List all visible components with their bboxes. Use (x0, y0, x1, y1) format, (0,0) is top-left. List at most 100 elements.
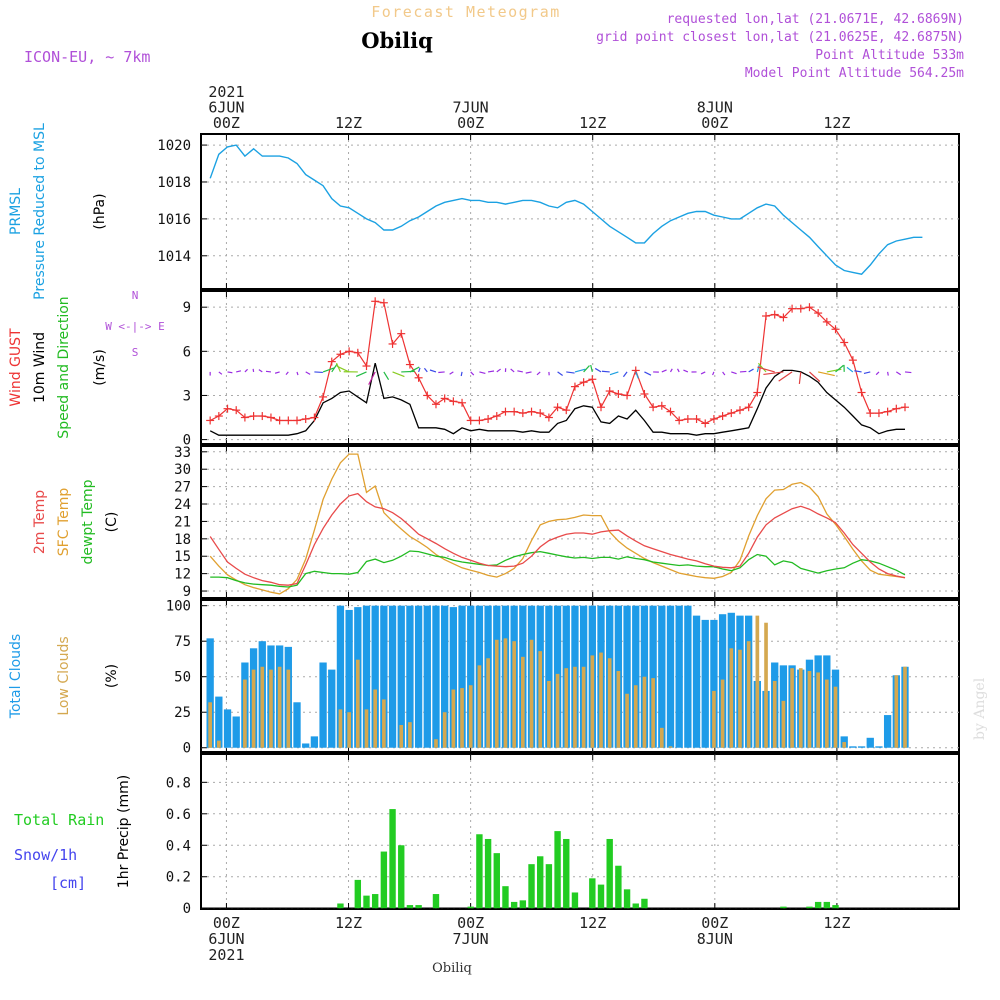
info-line-2: grid point closest lon,lat (21.0625E, 42… (596, 30, 964, 45)
low-cloud-bar (573, 666, 577, 748)
wind-direction-arrow (875, 371, 880, 376)
rain-bar (623, 889, 631, 909)
wind-direction-arrow (479, 371, 486, 375)
total-cloud-bar (623, 605, 631, 748)
pressure-line (209, 144, 923, 275)
wind-direction-arrow (904, 371, 912, 374)
low-cloud-bar (382, 699, 386, 748)
clouds-ylabel: (%) (104, 664, 120, 688)
total-cloud-bar (310, 736, 319, 748)
wind-speed-line (209, 362, 905, 436)
temperature-ytick-label: 30 (174, 462, 191, 478)
wind-direction-arrow (258, 369, 263, 373)
total-cloud-bar (632, 605, 640, 748)
low-cloud-bar (842, 742, 847, 748)
low-cloud-bar (633, 685, 638, 748)
temperature-ylabel: (C) (104, 512, 120, 533)
total-cloud-bar (388, 605, 397, 748)
low-cloud-bar (208, 702, 212, 748)
total-cloud-bar (336, 605, 345, 748)
temperature-ylabel: dewpt Temp (80, 479, 96, 564)
forecast-title: Forecast Meteogram (371, 3, 561, 21)
low-cloud-bar (538, 651, 543, 748)
low-cloud-bar (434, 739, 438, 748)
low-cloud-bar (729, 648, 734, 748)
total-cloud-bar (875, 746, 883, 748)
rain-bar (641, 898, 648, 909)
total-cloud-bar (215, 696, 223, 748)
low-cloud-bar (243, 679, 247, 748)
wind-direction-arrow (470, 371, 475, 376)
precip-rain-label: Total Rain (14, 811, 104, 829)
rain-bar (806, 906, 813, 909)
total-cloud-bar (319, 662, 327, 748)
wind-direction-arrow (525, 371, 532, 374)
wind-direction-arrow (285, 371, 289, 376)
wind-direction-arrow (757, 362, 767, 373)
wind-ytick-label: 9 (183, 300, 191, 316)
total-cloud-bar (206, 638, 214, 748)
low-cloud-bar (460, 688, 464, 748)
temperature-ytick-label: 9 (183, 584, 191, 600)
info-line-1: requested lon,lat (21.0671E, 42.6869N) (667, 12, 964, 27)
wind-direction-arrow (429, 369, 437, 373)
top-axis-label: 00Z (457, 114, 484, 132)
low-cloud-bar (338, 709, 343, 748)
pressure-ylabel: Pressure Reduced to MSL (32, 123, 48, 300)
wind-direction-arrow (756, 365, 760, 373)
low-cloud-bar (807, 671, 812, 748)
pressure-ylabel: (hPa) (92, 193, 108, 229)
rain-bar (467, 906, 474, 909)
total-cloud-bar (397, 605, 405, 748)
wind-direction-arrow (601, 370, 610, 373)
bottom-axis-label: 6JUN (208, 930, 244, 948)
rain-bar (502, 886, 509, 909)
rain-bar (597, 884, 605, 909)
wind-frame (200, 290, 960, 445)
low-cloud-bar (668, 746, 673, 748)
rain-bar (632, 903, 639, 909)
wind-direction-arrow (609, 371, 619, 376)
compass-south: S (132, 346, 139, 359)
total-cloud-bar (866, 737, 874, 748)
wind-direction-arrow (887, 371, 889, 376)
low-cloud-bar (442, 712, 447, 748)
rain-bar (363, 895, 370, 909)
low-cloud-bar (659, 727, 664, 748)
rain-bar (380, 851, 388, 909)
total-cloud-bar (701, 619, 709, 748)
total-cloud-bar (362, 605, 371, 748)
total-cloud-bar (223, 709, 232, 748)
precip-ylabel: 1hr Precip (mm) (116, 775, 132, 888)
temperature-frame (200, 445, 960, 599)
wind-direction-arrow (331, 363, 338, 373)
wind-direction-arrow (236, 370, 242, 373)
wind-direction-arrow (644, 371, 652, 376)
precip-ytick-label: 0 (183, 901, 191, 917)
temperature-ytick-label: 15 (174, 549, 191, 565)
rain-bar (589, 878, 596, 909)
wind-direction-arrow (635, 371, 639, 379)
total-cloud-bar (345, 609, 353, 748)
precip-ytick-label: 0.2 (166, 870, 191, 886)
precip-frame (200, 753, 960, 910)
low-cloud-bar (816, 672, 820, 748)
low-cloud-bar (790, 668, 794, 748)
rain-bar (371, 894, 379, 909)
info-line-4: Model Point Altitude 564.25m (745, 66, 964, 81)
total-cloud-bar (883, 715, 892, 748)
wind-direction-arrow (496, 368, 501, 373)
top-axis-label: 12Z (335, 114, 362, 132)
clouds-ytick-label: 75 (174, 634, 191, 650)
temperature-ytick-label: 27 (174, 480, 191, 496)
wind-direction-arrow (449, 371, 454, 375)
wind-direction-arrow (536, 371, 541, 376)
low-cloud-bar (364, 709, 369, 748)
rain-bar (832, 905, 839, 909)
low-cloud-bar (503, 638, 508, 748)
info-line-3: Point Altitude 533m (815, 48, 964, 63)
location-title: Obiliq (361, 28, 433, 53)
bottom-axis-label: 12Z (579, 914, 606, 932)
low-cloud-bar (555, 673, 560, 748)
total-cloud-bar (692, 615, 701, 748)
